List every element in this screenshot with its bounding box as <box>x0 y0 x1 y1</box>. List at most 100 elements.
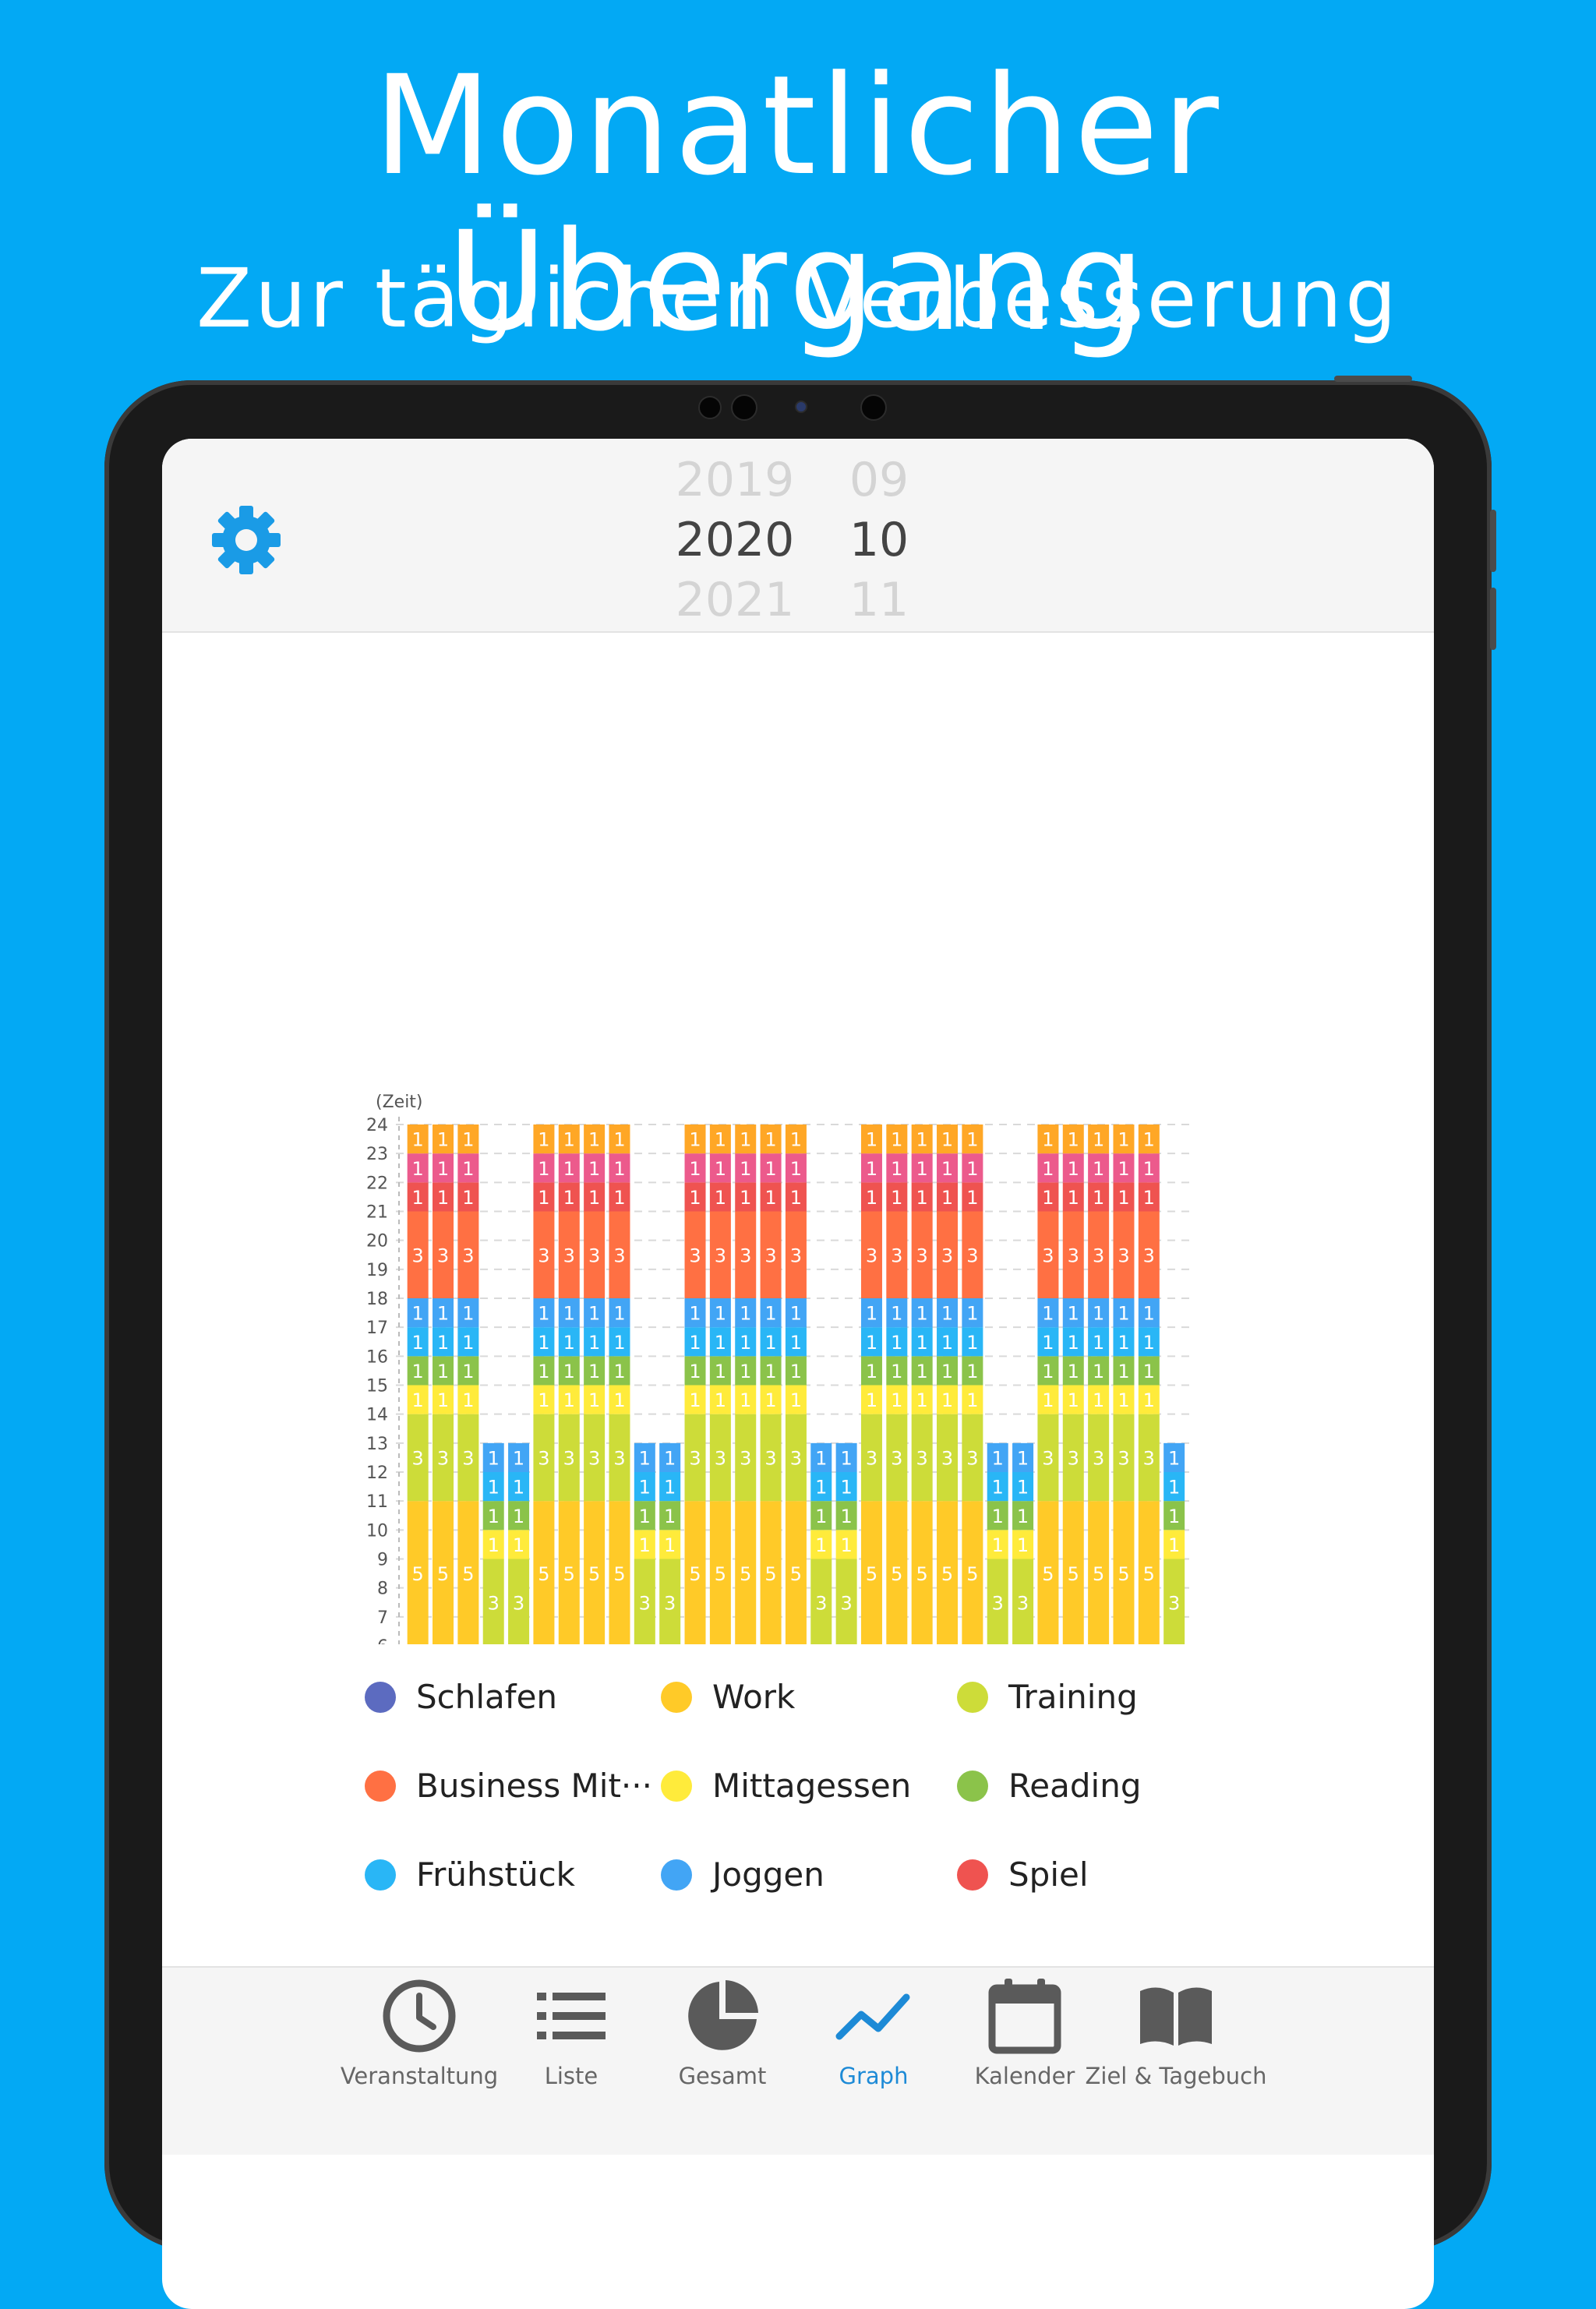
bar-data-label: 3 <box>1042 1447 1054 1469</box>
bar-segment <box>684 1124 706 1154</box>
bar-segment <box>1163 1501 1185 1531</box>
tab-ziel-tagebuch[interactable]: Ziel & Tagebuch <box>1086 1968 1266 2124</box>
bar-data-label: 1 <box>538 1332 549 1354</box>
tab-veranstaltung[interactable]: Veranstaltung <box>337 1968 501 2124</box>
bar-data-label: 5 <box>588 1563 600 1585</box>
calendar-icon <box>988 1979 1061 2054</box>
bar-segment <box>962 1124 983 1154</box>
bar-segment <box>860 1501 882 1644</box>
bar-data-label: 5 <box>790 1563 802 1585</box>
tab-graph[interactable]: Graph <box>792 1968 955 2124</box>
bar-data-label: 1 <box>966 1187 978 1209</box>
bar-segment <box>407 1124 429 1154</box>
bar-data-label: 1 <box>462 1187 474 1209</box>
bar-segment <box>911 1385 933 1414</box>
bar-data-label: 1 <box>966 1389 978 1411</box>
bar-data-label: 1 <box>588 1303 600 1325</box>
bar-data-label: 1 <box>563 1389 575 1411</box>
bar-segment <box>1113 1501 1135 1644</box>
bar-data-label: 3 <box>1168 1592 1180 1614</box>
bar-data-label: 1 <box>992 1447 1004 1469</box>
bar-data-label: 1 <box>613 1332 625 1354</box>
bar-segment <box>735 1385 757 1414</box>
bar-segment <box>886 1356 908 1386</box>
bar-segment <box>886 1211 908 1298</box>
bar-segment <box>760 1356 782 1386</box>
bar-data-label: 1 <box>664 1534 676 1556</box>
bar-data-label: 1 <box>715 1129 726 1151</box>
y-tick-label: 22 <box>366 1174 388 1193</box>
bar-segment <box>609 1385 630 1414</box>
bar-segment <box>457 1385 479 1414</box>
bar-segment <box>1113 1298 1135 1328</box>
bar-data-label: 3 <box>715 1447 726 1469</box>
bar-segment <box>1138 1385 1160 1414</box>
bar-segment <box>1012 1472 1034 1502</box>
bar-segment <box>533 1356 555 1386</box>
bar-data-label: 3 <box>891 1245 902 1266</box>
bar-data-label: 1 <box>840 1477 852 1499</box>
bar-data-label: 1 <box>740 1303 751 1325</box>
bar-data-label: 1 <box>1118 1389 1129 1411</box>
bar-segment <box>482 1442 504 1472</box>
bar-segment <box>860 1211 882 1298</box>
bar-data-label: 1 <box>941 1187 953 1209</box>
bar-data-label: 1 <box>941 1129 953 1151</box>
bar-segment <box>1062 1385 1084 1414</box>
bar-segment <box>886 1182 908 1212</box>
tab-liste[interactable]: Liste <box>489 1968 653 2124</box>
bar-segment <box>709 1153 731 1183</box>
bar-segment <box>709 1211 731 1298</box>
bar-segment <box>482 1472 504 1502</box>
bar-segment <box>785 1153 807 1183</box>
bar-segment <box>937 1298 959 1328</box>
bar-segment <box>1113 1124 1135 1154</box>
bar-segment <box>558 1501 580 1644</box>
tab-kalender[interactable]: Kalender <box>943 1968 1107 2124</box>
bar-data-label: 3 <box>513 1592 524 1614</box>
chart-legend: Schlafen Work Training Business Mit··· Mitta… <box>162 1670 1434 1997</box>
bar-data-label: 1 <box>764 1361 776 1382</box>
bar-data-label: 3 <box>689 1245 701 1266</box>
bar-data-label: 1 <box>462 1332 474 1354</box>
bar-segment <box>407 1414 429 1502</box>
bar-data-label: 1 <box>639 1447 651 1469</box>
year-next[interactable]: 2021 <box>675 573 795 627</box>
bar-segment <box>1037 1356 1059 1386</box>
bar-segment <box>886 1153 908 1183</box>
year-picker[interactable]: 2019 2020 2021 <box>661 439 809 631</box>
bar-data-label: 1 <box>563 1361 575 1382</box>
bar-segment <box>735 1153 757 1183</box>
bar-data-label: 1 <box>1068 1303 1079 1325</box>
month-selected[interactable]: 10 <box>849 513 909 567</box>
tab-gesamt[interactable]: Gesamt <box>641 1968 804 2124</box>
bar-data-label: 1 <box>891 1361 902 1382</box>
year-prev[interactable]: 2019 <box>675 453 795 507</box>
y-tick-label: 19 <box>366 1261 388 1280</box>
bar-data-label: 1 <box>613 1158 625 1180</box>
bar-data-label: 1 <box>639 1477 651 1499</box>
bar-data-label: 1 <box>815 1447 827 1469</box>
bar-segment <box>1037 1182 1059 1212</box>
month-prev[interactable]: 09 <box>849 453 909 507</box>
list-icon <box>537 1993 606 2039</box>
bar-segment <box>609 1327 630 1357</box>
bar-segment <box>937 1414 959 1502</box>
bar-segment <box>1062 1211 1084 1298</box>
bar-segment <box>482 1530 504 1559</box>
month-next[interactable]: 11 <box>849 573 909 627</box>
bar-segment <box>1138 1153 1160 1183</box>
bar-segment <box>659 1530 681 1559</box>
settings-button[interactable] <box>209 503 284 577</box>
year-selected[interactable]: 2020 <box>675 513 795 567</box>
bar-data-label: 1 <box>815 1477 827 1499</box>
bar-segment <box>1088 1153 1110 1183</box>
bar-segment <box>533 1414 555 1502</box>
bar-segment <box>860 1182 882 1212</box>
bar-data-label: 1 <box>715 1303 726 1325</box>
bar-segment <box>558 1124 580 1154</box>
legend-item: Mittagessen <box>661 1759 941 1813</box>
bar-data-label: 1 <box>764 1187 776 1209</box>
bar-data-label: 3 <box>639 1592 651 1614</box>
month-picker[interactable]: 09 10 11 <box>840 439 918 631</box>
